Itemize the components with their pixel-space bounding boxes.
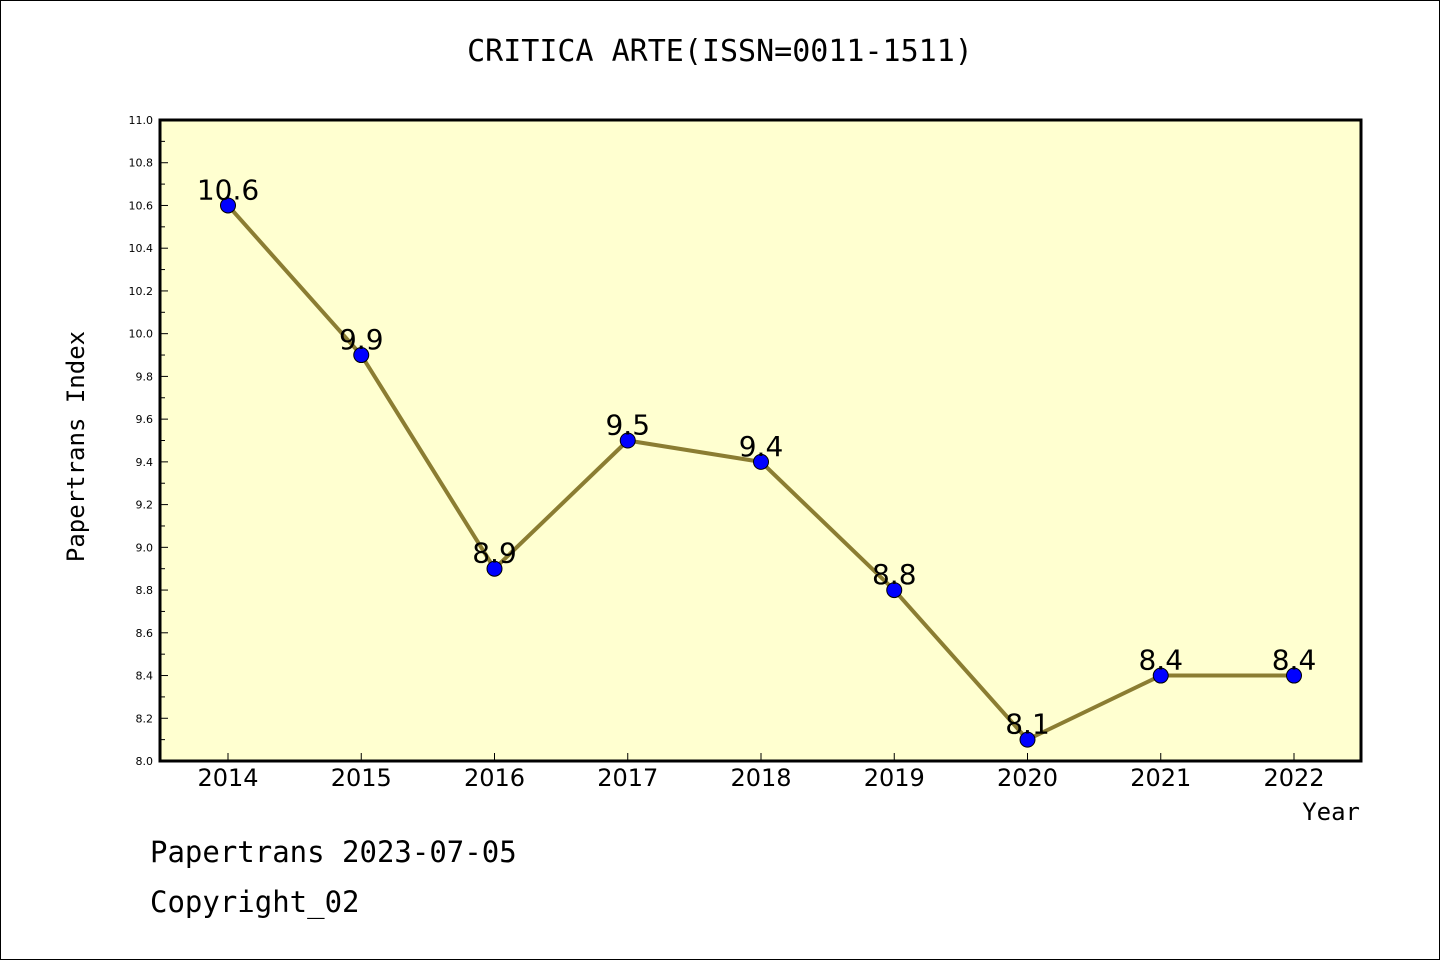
plot-area xyxy=(160,120,1361,761)
x-tick-label: 2016 xyxy=(464,764,525,792)
y-tick-label: 8.8 xyxy=(136,584,154,597)
x-tick-label: 2018 xyxy=(730,764,791,792)
data-label: 9.4 xyxy=(739,430,784,463)
footer-copyright: Copyright_02 xyxy=(150,885,360,919)
y-tick-label: 10.6 xyxy=(129,199,154,212)
data-point xyxy=(220,197,236,214)
data-point xyxy=(1286,667,1302,684)
y-tick-label: 10.2 xyxy=(129,285,154,298)
y-tick-label: 8.2 xyxy=(136,712,154,725)
data-point xyxy=(619,432,636,449)
y-tick-label: 9.2 xyxy=(136,499,154,512)
data-point xyxy=(1019,731,1036,748)
y-tick-label: 11.0 xyxy=(129,114,154,127)
y-tick-label: 10.8 xyxy=(129,157,154,170)
y-tick-label: 9.8 xyxy=(136,370,154,383)
y-tick-label: 8.4 xyxy=(136,670,154,683)
data-point xyxy=(1152,667,1169,684)
data-label: 8.4 xyxy=(1272,644,1317,677)
y-tick-label: 8.0 xyxy=(136,755,154,768)
x-tick-label: 2014 xyxy=(197,764,258,792)
y-tick-label: 9.6 xyxy=(136,413,154,426)
data-point xyxy=(353,347,370,364)
y-axis-title: Papertrans Index xyxy=(62,331,90,562)
footer-date: Papertrans 2023-07-05 xyxy=(150,835,517,869)
y-tick-label: 9.4 xyxy=(136,456,154,469)
x-tick-label: 2015 xyxy=(331,764,392,792)
data-point xyxy=(753,453,769,470)
data-label: 8.1 xyxy=(1005,708,1050,741)
x-tick-label: 2017 xyxy=(597,764,658,792)
data-label: 8.4 xyxy=(1138,644,1183,677)
data-label: 8.9 xyxy=(472,537,517,570)
chart-title: CRITICA ARTE(ISSN=0011-1511) xyxy=(467,34,973,69)
data-label: 9.5 xyxy=(605,409,650,442)
y-tick-label: 8.6 xyxy=(136,627,154,640)
data-label: 9.9 xyxy=(339,323,384,356)
x-tick-label: 2021 xyxy=(1130,764,1191,792)
y-tick-label: 9.0 xyxy=(136,541,154,554)
x-tick-label: 2022 xyxy=(1263,764,1324,792)
data-label: 10.6 xyxy=(197,173,259,206)
data-point xyxy=(486,560,503,577)
y-tick-label: 10.4 xyxy=(129,242,154,255)
x-axis-title: Year xyxy=(1302,798,1360,826)
y-tick-label: 10.0 xyxy=(129,328,154,341)
plot-border xyxy=(158,118,1363,763)
data-label: 8.8 xyxy=(872,558,917,591)
x-tick-label: 2020 xyxy=(997,764,1058,792)
data-point xyxy=(886,582,903,599)
x-tick-label: 2019 xyxy=(864,764,925,792)
